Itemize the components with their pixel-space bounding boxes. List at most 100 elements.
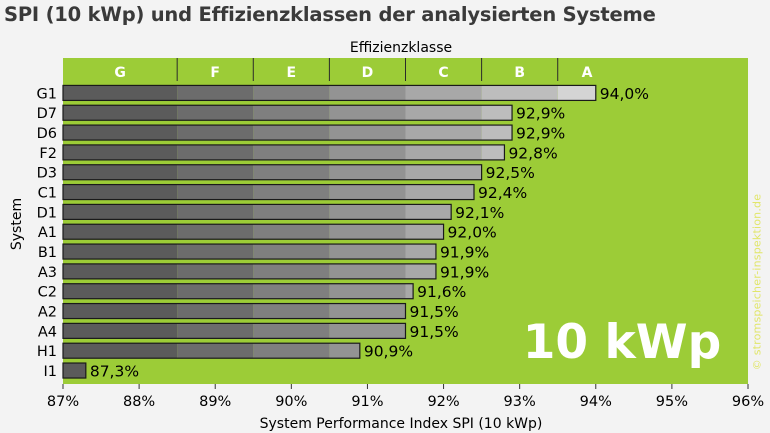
bar-segment-e: [253, 303, 330, 319]
bar-outline: [62, 362, 87, 379]
bar-segment-f: [177, 244, 254, 260]
value-label-d1: 92,1%: [455, 204, 504, 222]
bar-segment-e: [253, 263, 330, 279]
value-label-d6: 92,9%: [516, 125, 565, 143]
bar-segment-c: [405, 125, 482, 141]
big-kwp-label: 10 kWp: [523, 315, 722, 370]
bar-a4: [62, 322, 407, 339]
value-label-d7: 92,9%: [516, 105, 565, 123]
bar-segment-f: [177, 343, 254, 359]
bar-outline: [62, 104, 513, 121]
x-tick-label: 92%: [427, 394, 459, 410]
bar-segment-f: [177, 164, 254, 180]
bar-segment-g: [63, 204, 178, 220]
bar-segment-c: [405, 204, 452, 220]
category-label-b1: B1: [38, 245, 57, 261]
bar-segment-d: [329, 283, 406, 299]
value-label-a3: 91,9%: [440, 263, 489, 281]
bar-segment-g: [63, 363, 86, 379]
x-tick-label: 89%: [199, 394, 231, 410]
bar-segment-d: [329, 164, 406, 180]
x-tick-label: 94%: [580, 394, 612, 410]
class-label-d: D: [362, 65, 374, 81]
bar-segment-g: [63, 184, 178, 200]
bar-segment-g: [63, 105, 178, 121]
class-label-a: A: [582, 65, 593, 81]
bar-segment-f: [177, 204, 254, 220]
bar-segment-c: [405, 244, 436, 260]
bar-segment-e: [253, 105, 330, 121]
bar-segment-g: [63, 144, 178, 160]
bar-outline: [62, 302, 407, 320]
bar-segment-g: [63, 85, 178, 101]
bar-segment-e: [253, 323, 330, 339]
bar-segment-d: [329, 204, 406, 220]
bar-d3: [62, 164, 483, 181]
bar-segment-f: [177, 303, 254, 319]
x-tick-label: 93%: [504, 394, 536, 410]
y-axis-label: System: [9, 198, 25, 250]
bar-outline: [62, 342, 361, 359]
watermark: © stromspeicher-inspektion.de: [750, 193, 764, 371]
bar-segment-f: [177, 184, 254, 200]
bar-segment-e: [253, 204, 330, 220]
category-label-d1: D1: [37, 205, 57, 221]
bar-segment-c: [405, 224, 444, 240]
bar-segment-b: [481, 125, 513, 141]
bar-segment-e: [253, 244, 330, 260]
bar-segment-d: [329, 303, 406, 319]
bar-outline: [62, 322, 407, 339]
class-label-f: F: [210, 65, 220, 81]
bar-a2: [62, 302, 407, 320]
bar-segment-e: [253, 164, 330, 180]
category-label-g1: G1: [37, 86, 57, 102]
value-label-d3: 92,5%: [486, 164, 535, 182]
category-label-a3: A3: [38, 265, 57, 281]
bar-segment-e: [253, 224, 330, 240]
bar-segment-f: [177, 224, 254, 240]
bar-segment-g: [63, 283, 178, 299]
bar-segment-e: [253, 85, 330, 101]
x-axis-label: System Performance Index SPI (10 kWp): [260, 416, 543, 432]
bar-segment-b: [481, 105, 513, 121]
bar-segment-c: [405, 105, 482, 121]
x-tick-label: 96%: [732, 394, 764, 410]
top-axis-label: Effizienzklasse: [350, 40, 452, 56]
bar-segment-d: [329, 184, 406, 200]
bar-segment-d: [329, 343, 360, 359]
category-label-i1: I1: [43, 364, 57, 380]
category-label-c2: C2: [38, 285, 57, 301]
bar-segment-g: [63, 125, 178, 141]
chart-title: SPI (10 kWp) und Effizienzklassen der an…: [4, 3, 656, 26]
category-label-d6: D6: [37, 126, 57, 142]
value-label-a4: 91,5%: [410, 323, 459, 341]
x-tick-label: 91%: [351, 394, 383, 410]
bar-segment-f: [177, 323, 254, 339]
category-label-f2: F2: [39, 146, 57, 162]
bar-segment-g: [63, 224, 178, 240]
bar-segment-f: [177, 105, 254, 121]
category-label-d7: D7: [37, 106, 57, 122]
bar-f2: [62, 144, 506, 161]
bar-outline: [62, 223, 445, 240]
bar-segment-g: [63, 303, 178, 319]
bar-outline: [62, 84, 597, 102]
class-label-c: C: [438, 65, 448, 81]
bar-segment-d: [329, 144, 406, 160]
class-label-e: E: [287, 65, 297, 81]
bar-segment-g: [63, 263, 178, 279]
bar-segment-b: [481, 85, 558, 101]
bar-segment-d: [329, 224, 406, 240]
bar-segment-f: [177, 85, 254, 101]
bar-g1: [62, 84, 597, 102]
bar-outline: [62, 203, 452, 220]
value-label-a1: 92,0%: [448, 224, 497, 242]
value-label-b1: 91,9%: [440, 244, 489, 262]
bar-segment-e: [253, 184, 330, 200]
bar-outline: [62, 164, 483, 181]
bar-segment-e: [253, 125, 330, 141]
bar-d1: [62, 203, 452, 220]
bar-segment-e: [253, 343, 330, 359]
bar-d6: [62, 124, 513, 141]
